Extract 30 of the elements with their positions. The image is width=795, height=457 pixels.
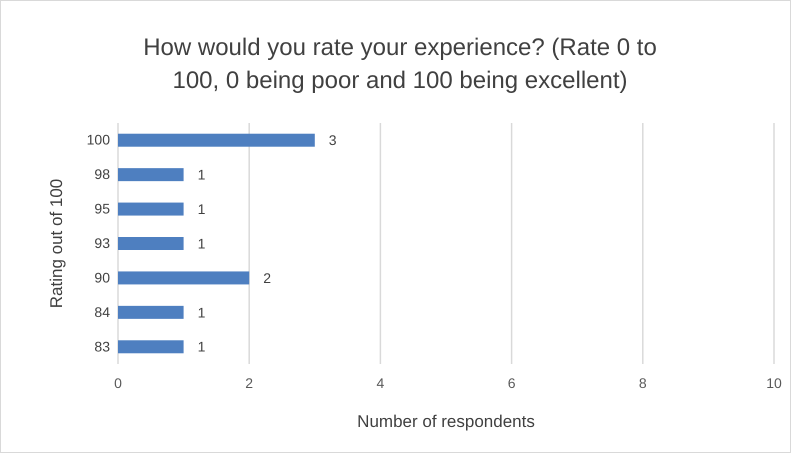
chart-title: How would you rate your experience? (Rate 0 to 100, 0 being poor and 100 being excellent): [143, 34, 657, 94]
data-label: 3: [328, 132, 337, 148]
bar: [118, 271, 250, 284]
y-axis-title: Rating out of 100: [47, 178, 66, 308]
x-tick-label: 4: [376, 374, 384, 391]
bar: [118, 202, 184, 216]
bar: [118, 134, 315, 147]
data-label: 1: [198, 338, 206, 355]
x-tick-label: 0: [114, 374, 122, 391]
y-tick-label: 100: [86, 132, 110, 148]
data-label: 1: [198, 166, 206, 183]
x-tick-label: 6: [508, 374, 516, 391]
x-tick-label: 2: [245, 374, 254, 391]
data-label: 1: [198, 304, 206, 320]
bar: [118, 168, 184, 182]
y-tick-label: 90: [94, 269, 110, 286]
y-tick-label: 95: [94, 200, 110, 217]
data-label: 1: [198, 235, 206, 252]
x-axis-title: Number of respondents: [357, 412, 535, 431]
bar: [118, 340, 184, 354]
y-tick-label: 83: [94, 338, 110, 354]
data-label: 1: [198, 200, 206, 217]
x-tick-label: 10: [766, 374, 782, 391]
y-tick-label: 84: [94, 304, 110, 320]
bar: [118, 306, 184, 319]
x-tick-label: 8: [638, 374, 647, 391]
y-tick-label: 98: [94, 166, 110, 182]
y-tick-label: 93: [94, 234, 110, 251]
data-label: 2: [263, 270, 272, 286]
bar: [118, 237, 184, 250]
